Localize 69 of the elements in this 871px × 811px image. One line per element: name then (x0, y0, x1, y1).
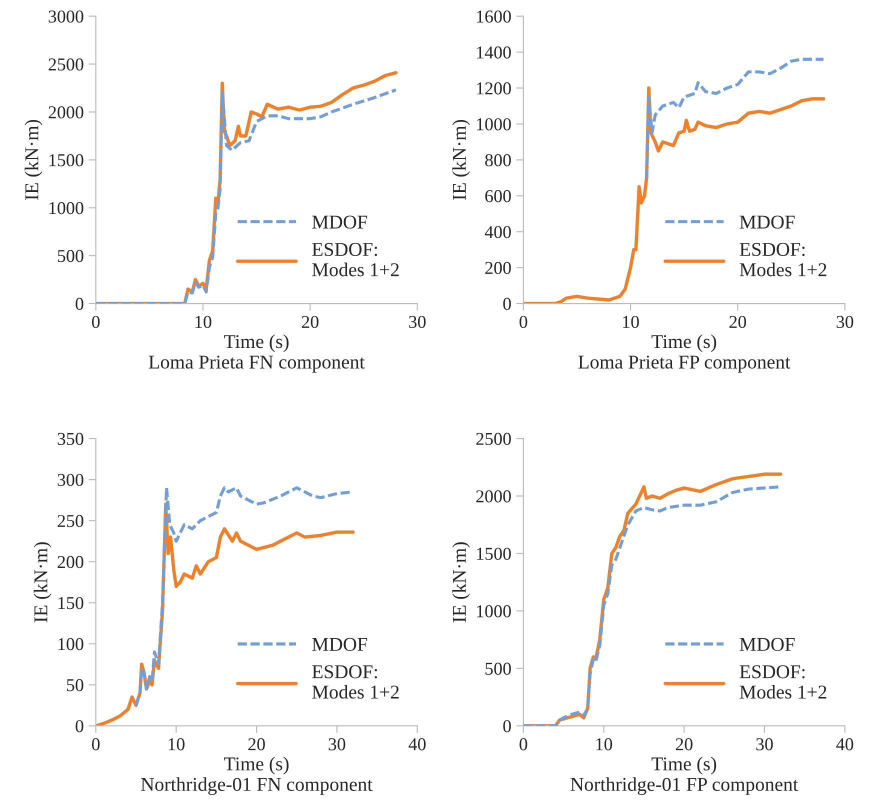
legend-label: MDOF (312, 216, 368, 229)
legend-label: ESDOF: Modes 1+2 (312, 242, 399, 276)
x-tick-label: 10 (623, 316, 639, 328)
x-tick-label: 40 (836, 738, 854, 750)
y-tick-label: 2500 (476, 432, 511, 445)
x-tick-label: 0 (92, 738, 100, 750)
x-axis-title: Time (s) (224, 756, 289, 774)
y-axis-title: IE (kN·m) (452, 120, 470, 200)
legend-label: ESDOF: Modes 1+2 (312, 665, 399, 699)
x-tick-label: 40 (408, 738, 426, 750)
x-tick-label: 30 (328, 738, 346, 750)
y-tick-label: 2000 (48, 106, 84, 118)
line-series (645, 58, 825, 180)
y-tick-label: 500 (486, 662, 511, 675)
text: Loma Prieta FN component (148, 356, 365, 373)
x-tick-label: 30 (836, 316, 854, 328)
y-tick-label: 1000 (477, 118, 511, 130)
y-tick-label: 600 (485, 190, 511, 202)
y-tick-label: 1200 (477, 82, 511, 94)
legend-label: MDOF (740, 638, 795, 651)
x-tick-label: 0 (520, 738, 528, 750)
x-tick-label: 30 (409, 316, 426, 328)
legend-label: ESDOF: Modes 1+2 (740, 242, 826, 276)
text: Northridge-01 FP component (570, 777, 798, 795)
y-tick-label: 200 (58, 556, 84, 568)
x-tick-label: 20 (248, 738, 265, 750)
y-tick-label: 300 (58, 474, 84, 486)
legend-label: MDOF (740, 216, 795, 229)
y-tick-label: 1000 (477, 605, 511, 618)
y-tick-label: 1400 (477, 46, 511, 59)
y-tick-label: 500 (58, 250, 84, 262)
text: Northridge-01 FN component (141, 777, 373, 795)
y-tick-label: 1500 (477, 548, 511, 560)
x-tick-label: 10 (168, 738, 185, 750)
y-tick-label: 2000 (476, 490, 511, 502)
y-tick-label: 350 (58, 432, 84, 445)
x-axis-title: Time (s) (652, 756, 716, 774)
x-tick-label: 20 (302, 316, 318, 328)
y-tick-label: 3000 (48, 10, 84, 23)
x-tick-label: 10 (596, 738, 612, 750)
y-axis-title: IE (kN·m) (24, 120, 42, 200)
x-tick-label: 0 (520, 316, 528, 328)
y-tick-label: 0 (76, 298, 84, 310)
y-tick-label: 200 (485, 262, 511, 274)
y-tick-label: 2500 (48, 58, 84, 71)
y-tick-label: 0 (76, 720, 84, 732)
y-tick-label: 100 (58, 638, 84, 650)
x-tick-label: 0 (92, 316, 100, 328)
y-tick-label: 150 (58, 596, 84, 610)
y-tick-label: 50 (67, 679, 84, 692)
legend-label: MDOF (312, 638, 368, 651)
y-tick-label: 0 (503, 298, 511, 310)
y-tick-label: 0 (503, 720, 511, 732)
x-axis-title: Time (s) (224, 334, 289, 352)
x-tick-label: 20 (676, 738, 692, 750)
x-tick-label: 20 (729, 316, 746, 328)
y-axis-title: IE (kN·m) (452, 542, 470, 622)
legend-label: ESDOF: Modes 1+2 (740, 665, 826, 699)
y-tick-label: 800 (485, 154, 511, 166)
x-axis-title: Time (s) (652, 334, 716, 352)
x-tick-label: 10 (196, 316, 212, 328)
y-tick-label: 400 (484, 226, 511, 238)
y-axis-title: IE (kN·m) (34, 542, 52, 622)
x-tick-label: 30 (756, 738, 773, 750)
text: Loma Prieta FP component (578, 356, 790, 373)
y-tick-label: 250 (58, 514, 84, 528)
y-tick-label: 1000 (49, 202, 84, 214)
y-tick-label: 1500 (49, 154, 84, 166)
y-tick-label: 1600 (477, 10, 511, 23)
